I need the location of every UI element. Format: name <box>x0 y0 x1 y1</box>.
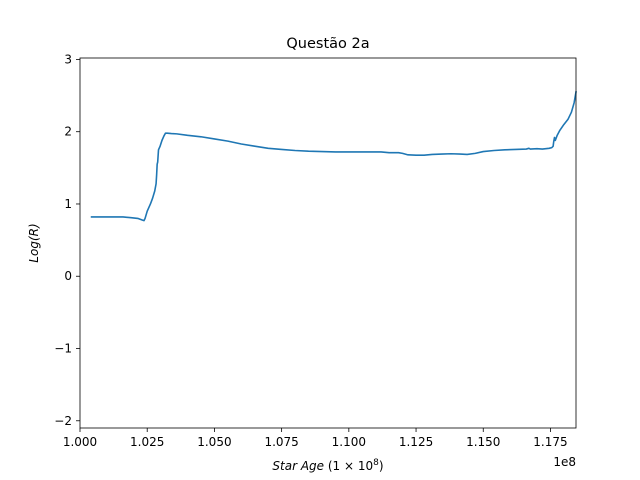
x-tick-label: 1.075 <box>264 435 298 449</box>
x-tick-label: 1.125 <box>399 435 433 449</box>
x-axis-label-sup: 8 <box>373 458 379 468</box>
x-axis-label-italic: Star Age <box>272 459 324 473</box>
plot-frame <box>79 57 577 429</box>
y-tick-label: 0 <box>64 269 72 283</box>
y-axis-ticks: −2 −1 0 1 2 3 <box>54 52 80 428</box>
x-axis-label: Star Age (1 × 108) <box>272 458 383 473</box>
y-axis-label: Log(R) <box>27 223 41 262</box>
x-axis-ticks: 1.000 1.025 1.050 1.075 1.100 1.125 1.150 1.175 <box>63 428 568 449</box>
series-line <box>90 91 577 222</box>
x-tick-label: 1.150 <box>466 435 500 449</box>
x-axis-label-close: ) <box>379 459 384 473</box>
y-tick-label: 2 <box>64 125 72 139</box>
x-tick-label: 1.025 <box>130 435 164 449</box>
y-tick-label: −1 <box>54 342 72 356</box>
x-tick-label: 1.050 <box>197 435 231 449</box>
x-tick-label: 1.000 <box>63 435 97 449</box>
x-tick-label: 1.100 <box>332 435 366 449</box>
x-offset-text: 1e8 <box>553 455 576 469</box>
x-axis-label-rest: (1 × 10 <box>324 459 373 473</box>
y-tick-label: 1 <box>64 197 72 211</box>
y-tick-label: 3 <box>64 52 72 66</box>
x-tick-label: 1.175 <box>533 435 567 449</box>
chart-title: Questão 2a <box>286 36 369 52</box>
y-tick-label: −2 <box>54 414 72 428</box>
